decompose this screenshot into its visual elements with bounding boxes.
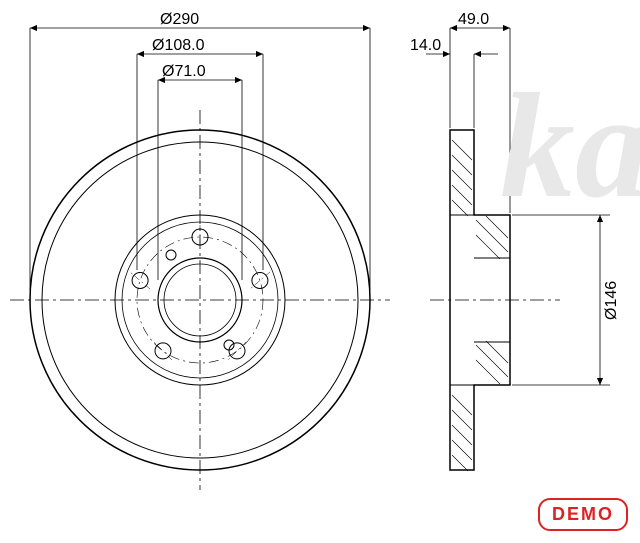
label-d146: Ø146 <box>603 281 620 320</box>
label-w14: 14.0 <box>410 37 441 54</box>
label-w49: 49.0 <box>458 11 489 28</box>
dimension-d108: Ø108.0 <box>137 37 263 54</box>
technical-drawing: Ø290 Ø108.0 Ø71.0 <box>0 0 640 543</box>
d146-extension <box>512 215 610 385</box>
dimension-d146: Ø146 <box>600 215 620 385</box>
label-d108: Ø108.0 <box>152 37 205 54</box>
side-view <box>430 130 560 471</box>
dimension-d71: Ø71.0 <box>158 63 242 80</box>
label-d71: Ø71.0 <box>162 63 206 80</box>
label-d290: Ø290 <box>160 11 199 28</box>
side-extension-lines <box>450 28 510 213</box>
section-hatch <box>452 140 508 471</box>
dimension-w49: 49.0 <box>450 11 510 28</box>
front-view <box>10 110 390 490</box>
dimension-w14: 14.0 <box>410 37 498 54</box>
dimension-d290: Ø290 <box>30 11 370 28</box>
demo-badge: DEMO <box>538 498 628 531</box>
